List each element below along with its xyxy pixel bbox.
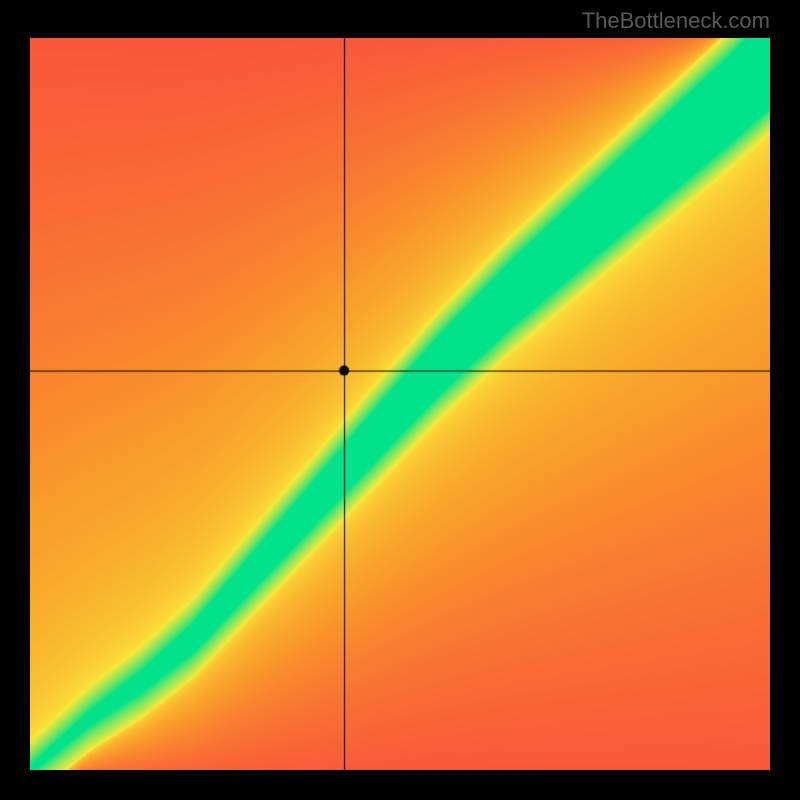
watermark-label: TheBottleneck.com (582, 8, 770, 34)
plot-area (30, 38, 770, 770)
heatmap-canvas (30, 38, 770, 770)
chart-container: TheBottleneck.com (0, 0, 800, 800)
